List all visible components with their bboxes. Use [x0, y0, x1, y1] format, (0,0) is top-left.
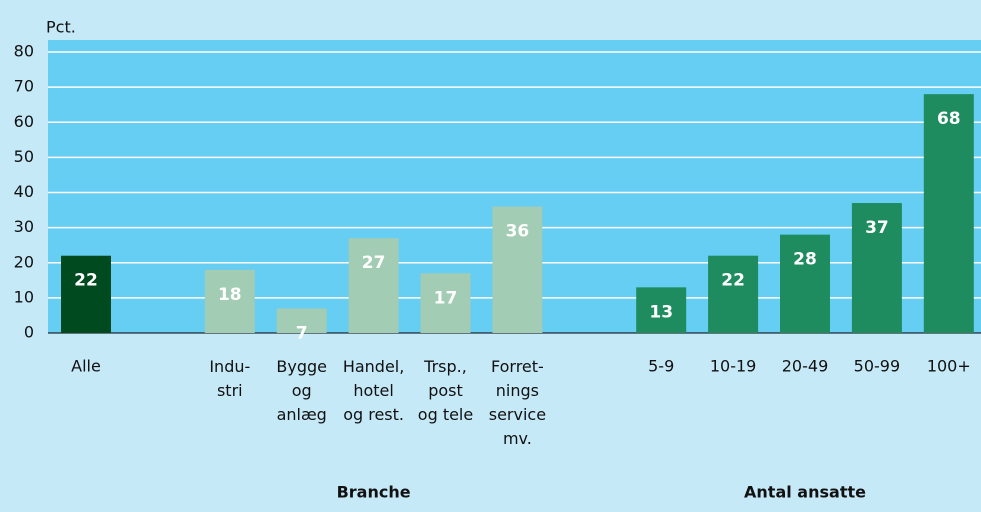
bar — [851, 203, 902, 333]
y-axis-label: Pct. — [46, 18, 76, 37]
value-label: 28 — [793, 250, 817, 270]
y-tick-label: 20 — [14, 252, 34, 271]
bar — [780, 234, 830, 333]
value-label: 68 — [937, 109, 961, 129]
value-label: 17 — [434, 288, 458, 308]
x-tick-label: 10-19 — [710, 357, 757, 376]
x-tick-label: 20-49 — [782, 357, 829, 376]
value-label: 37 — [865, 218, 889, 238]
y-tick-label: 40 — [14, 182, 34, 201]
y-tick-label: 60 — [14, 112, 34, 131]
y-tick-label: 30 — [14, 217, 34, 236]
bar — [61, 255, 111, 333]
bar — [348, 238, 399, 333]
bar — [420, 273, 471, 333]
x-tick-label: Forret-nings service mv. — [489, 357, 546, 448]
y-tick-label: 80 — [14, 42, 34, 61]
y-tick-label: 70 — [14, 77, 34, 96]
x-tick-label: Indu-stri — [209, 357, 250, 400]
x-tick-label: 5-9 — [648, 357, 674, 376]
bar — [276, 308, 327, 333]
y-tick-label: 10 — [14, 287, 34, 306]
x-tick-label: Handel, hotel og rest. — [343, 357, 405, 424]
bar — [492, 206, 543, 333]
x-tick-label: Bygge og anlæg — [276, 357, 327, 424]
x-tick-label: 50-99 — [854, 357, 901, 376]
bar — [636, 287, 687, 333]
value-label: 22 — [74, 271, 98, 291]
value-label: 22 — [721, 271, 745, 291]
bar — [708, 255, 759, 333]
value-label: 18 — [218, 285, 242, 305]
x-tick-label: Trsp., post og tele — [418, 357, 473, 424]
x-tick-label: Alle — [71, 357, 101, 376]
bar — [204, 269, 255, 333]
value-label: 36 — [506, 222, 530, 242]
x-tick-label: 100+ — [927, 357, 971, 376]
y-tick-label: 50 — [14, 147, 34, 166]
y-tick-label: 0 — [24, 323, 34, 342]
bar — [923, 94, 974, 334]
value-label: 7 — [296, 323, 308, 343]
group-label: Antal ansatte — [744, 483, 866, 502]
group-label: Branche — [337, 483, 411, 502]
value-label: 13 — [649, 302, 673, 322]
value-label: 27 — [362, 253, 386, 273]
